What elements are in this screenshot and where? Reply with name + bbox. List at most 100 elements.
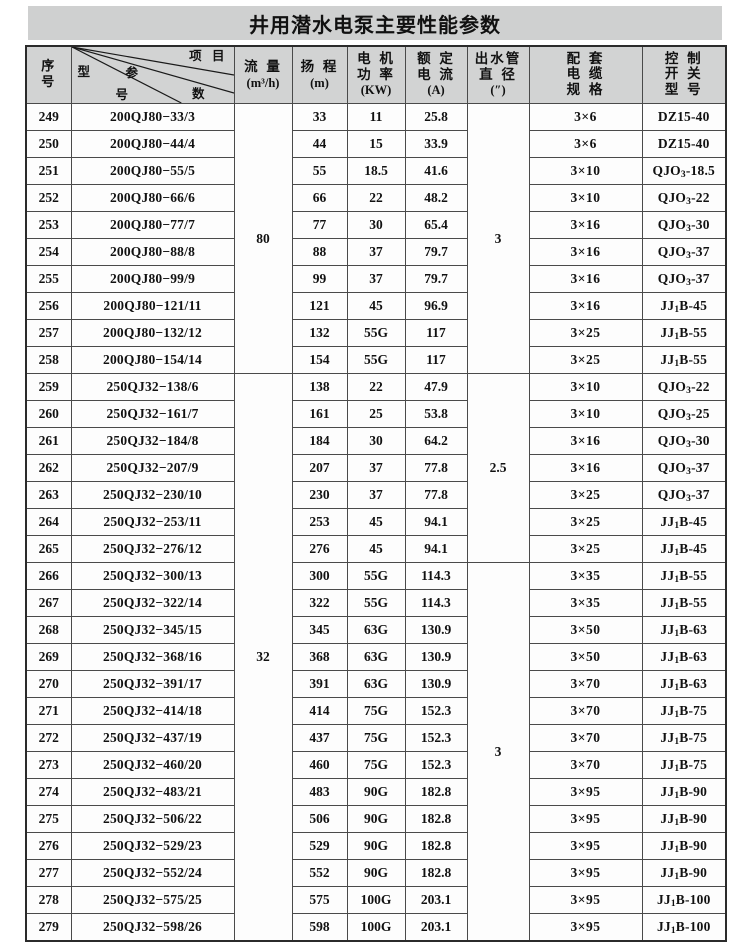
cell-motor-power: 100G [346, 886, 406, 914]
cell-sequence-number: 277 [25, 859, 72, 887]
cell-rated-current: 130.9 [404, 670, 468, 698]
table-row: 257 200QJ80−132/12 132 55G 117 3×25 JJ1B-55 [25, 319, 727, 347]
cell-control-switch: QJO3-18.5 [641, 157, 727, 185]
cell-control-switch-subscript: 1 [674, 872, 680, 882]
cell-motor-power: 100G [346, 913, 406, 942]
cell-control-switch: QJO3-37 [641, 238, 727, 266]
cell-sequence-number: 272 [25, 724, 72, 752]
cell-head: 99 [291, 265, 348, 293]
cell-model: 250QJ32−506/22 [70, 805, 235, 833]
cell-model: 250QJ32−345/15 [70, 616, 235, 644]
cell-motor-power: 30 [346, 211, 406, 239]
cell-cable-spec: 3×95 [528, 886, 643, 914]
header-power: 电 机 功 率 (KW) [346, 45, 406, 104]
page-title: 井用潜水电泵主要性能参数 [249, 12, 501, 37]
cell-head: 575 [291, 886, 348, 914]
cell-rated-current: 114.3 [404, 589, 468, 617]
cell-cable-spec: 3×70 [528, 724, 643, 752]
cell-cable-spec: 3×16 [528, 238, 643, 266]
page-root: 井用潜水电泵主要性能参数 序 号 [25, 6, 727, 942]
cell-control-switch: JJ1B-90 [641, 832, 727, 860]
cell-cable-spec: 3×70 [528, 697, 643, 725]
cell-rated-current: 182.8 [404, 778, 468, 806]
header-corner-number: 数 [191, 86, 208, 101]
cell-motor-power: 63G [346, 616, 406, 644]
cell-control-switch: JJ1B-45 [641, 535, 727, 563]
cell-control-switch: QJO3-30 [641, 211, 727, 239]
table-row: 263 250QJ32−230/10 230 37 77.8 3×25 QJO3-37 [25, 481, 727, 509]
cell-head: 529 [291, 832, 348, 860]
cell-model: 250QJ32−483/21 [70, 778, 235, 806]
cell-cable-spec: 3×16 [528, 427, 643, 455]
table-row: 256 200QJ80−121/11 121 45 96.9 3×16 JJ1B-45 [25, 292, 727, 320]
cell-cable-spec: 3×16 [528, 265, 643, 293]
cell-head: 368 [291, 643, 348, 671]
cell-sequence-number: 268 [25, 616, 72, 644]
cell-control-switch-subscript: 1 [674, 737, 680, 747]
cell-head: 552 [291, 859, 348, 887]
cell-control-switch: JJ1B-55 [641, 589, 727, 617]
cell-control-switch: JJ1B-55 [641, 346, 727, 374]
cell-head: 391 [291, 670, 348, 698]
cell-sequence-number: 256 [25, 292, 72, 320]
cell-head: 598 [291, 913, 348, 942]
cell-head: 483 [291, 778, 348, 806]
cell-control-switch: JJ1B-63 [641, 616, 727, 644]
header-pipe-unit: (″) [490, 83, 506, 98]
cell-model: 250QJ32−391/17 [70, 670, 235, 698]
cell-motor-power: 45 [346, 292, 406, 320]
cell-rated-current: 64.2 [404, 427, 468, 455]
table-row: 264 250QJ32−253/11 253 45 94.1 3×25 JJ1B-45 [25, 508, 727, 536]
cell-motor-power: 75G [346, 751, 406, 779]
cell-control-switch: JJ1B-55 [641, 319, 727, 347]
cell-model: 250QJ32−552/24 [70, 859, 235, 887]
table-body: 249 200QJ80−33/3 80 33 11 25.8 3 3×6 DZ15-40 250 2… [25, 103, 727, 942]
cell-motor-power: 11 [346, 103, 406, 131]
cell-model: 250QJ32−529/23 [70, 832, 235, 860]
cell-sequence-number: 264 [25, 508, 72, 536]
cell-rated-current: 182.8 [404, 832, 468, 860]
cell-control-switch-subscript: 1 [674, 710, 680, 720]
cell-cable-spec: 3×25 [528, 508, 643, 536]
cell-rated-current: 152.3 [404, 697, 468, 725]
cell-head: 33 [291, 103, 348, 131]
cell-rated-current: 152.3 [404, 751, 468, 779]
header-head: 扬 程 (m) [291, 45, 348, 104]
spec-table-wrap: 序 号 项 目 参 型 数 号 [25, 45, 727, 942]
cell-flow-rate-group: 32 [233, 373, 293, 942]
cell-head: 132 [291, 319, 348, 347]
cell-motor-power: 90G [346, 832, 406, 860]
cell-motor-power: 25 [346, 400, 406, 428]
cell-sequence-number: 267 [25, 589, 72, 617]
cell-head: 66 [291, 184, 348, 212]
cell-motor-power: 45 [346, 535, 406, 563]
table-row: 259 250QJ32−138/6 32 138 22 47.9 2.5 3×10 QJO3-2… [25, 373, 727, 942]
cell-cable-spec: 3×10 [528, 373, 643, 401]
cell-control-switch: JJ1B-90 [641, 859, 727, 887]
cell-control-switch-subscript: 3 [686, 278, 692, 288]
cell-model: 250QJ32−276/12 [70, 535, 235, 563]
table-row: 273 250QJ32−460/20 460 75G 152.3 3×70 JJ1B-75 [25, 751, 727, 779]
cell-rated-current: 33.9 [404, 130, 468, 158]
cell-pipe-diameter-group: 3 [466, 562, 530, 942]
header-pipe: 出水管 直 径 (″) [466, 45, 530, 104]
header-current-line2: 电 流 [417, 66, 455, 83]
cell-control-switch-subscript: 3 [686, 197, 692, 207]
cell-rated-current: 117 [404, 319, 468, 347]
cell-head: 77 [291, 211, 348, 239]
table-row: 276 250QJ32−529/23 529 90G 182.8 3×95 JJ1B-90 [25, 832, 727, 860]
header-seq: 序 号 [25, 45, 72, 104]
cell-sequence-number: 270 [25, 670, 72, 698]
cell-cable-spec: 3×35 [528, 589, 643, 617]
cell-model: 250QJ32−253/11 [70, 508, 235, 536]
cell-model: 200QJ80−44/4 [70, 130, 235, 158]
cell-control-switch-subscript: 1 [674, 683, 680, 693]
header-switch-line2: 开 关 [664, 66, 703, 83]
cell-control-switch: JJ1B-75 [641, 724, 727, 752]
cell-head: 300 [291, 562, 348, 590]
cell-sequence-number: 251 [25, 157, 72, 185]
cell-motor-power: 90G [346, 859, 406, 887]
cell-cable-spec: 3×10 [528, 184, 643, 212]
cell-rated-current: 77.8 [404, 481, 468, 509]
cell-model: 200QJ80−99/9 [70, 265, 235, 293]
